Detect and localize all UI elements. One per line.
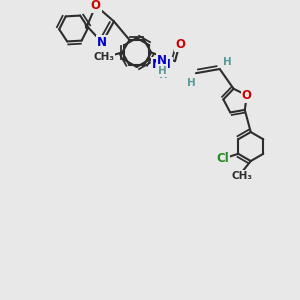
Text: N: N: [97, 36, 107, 49]
Text: NH: NH: [152, 58, 172, 71]
Text: O: O: [91, 0, 101, 12]
Text: H: H: [188, 78, 196, 88]
Text: H: H: [223, 57, 232, 68]
Text: O: O: [175, 38, 185, 51]
Text: CH₃: CH₃: [93, 52, 114, 62]
Text: H: H: [159, 70, 168, 80]
Text: H: H: [158, 66, 166, 76]
Text: N: N: [157, 54, 167, 67]
Text: CH₃: CH₃: [232, 171, 253, 181]
Text: O: O: [242, 89, 252, 102]
Text: Cl: Cl: [216, 152, 229, 165]
